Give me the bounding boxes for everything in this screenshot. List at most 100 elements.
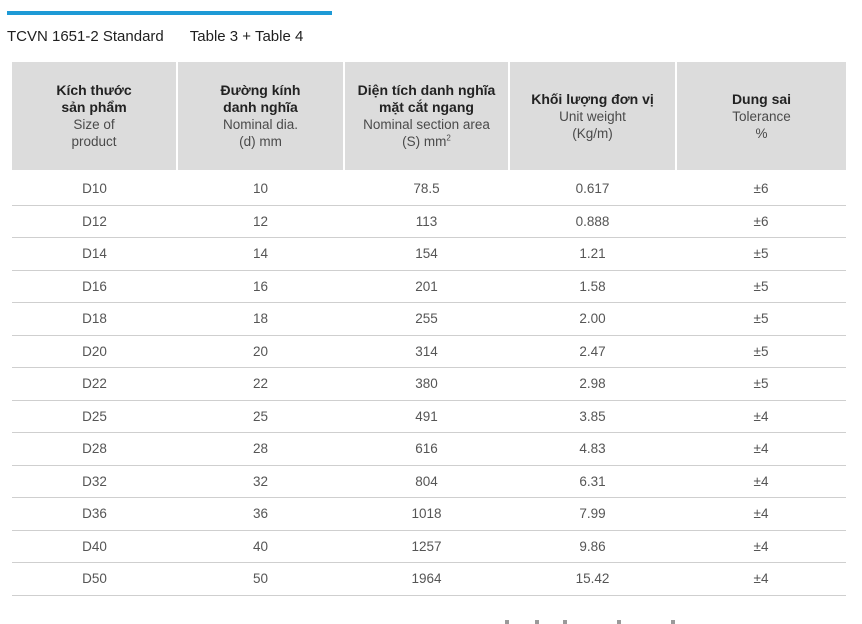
cell-size: D18 — [12, 302, 177, 336]
table-row: D18 18 255 2.00 ±5 — [12, 302, 846, 336]
cell-tolerance: ±6 — [676, 205, 846, 238]
table-row: D14 14 154 1.21 ±5 — [12, 237, 846, 271]
cell-tolerance: ±4 — [676, 400, 846, 433]
cell-tolerance: ±5 — [676, 302, 846, 336]
col-header-en: Nominal dia. — [222, 117, 299, 132]
cell-area: 804 — [344, 465, 509, 498]
table-row: D40 40 1257 9.86 ±4 — [12, 530, 846, 563]
col-header-tolerance: Dung sai Tolerance % — [676, 62, 846, 173]
cell-weight: 2.00 — [509, 302, 676, 336]
cell-area: 201 — [344, 270, 509, 303]
col-header-diameter: Đường kính danh nghĩa Nominal dia. (d) m… — [177, 62, 345, 173]
col-header-vi: Khối lượng đơn vị — [531, 90, 654, 107]
unit-text: (S) mm — [402, 134, 447, 149]
cell-area: 78.5 — [344, 171, 509, 206]
cell-area: 113 — [344, 205, 509, 238]
cell-size: D20 — [12, 335, 177, 368]
cell-weight: 9.86 — [509, 530, 676, 563]
col-header-vi: Diện tích danh nghĩa — [357, 82, 496, 98]
cell-area: 255 — [344, 302, 509, 336]
cell-weight: 6.31 — [509, 465, 676, 498]
col-header-en: % — [755, 125, 768, 141]
cell-weight: 7.99 — [509, 497, 676, 531]
cell-diameter: 12 — [177, 205, 344, 238]
col-header-weight: Khối lượng đơn vị Unit weight (Kg/m) — [509, 62, 677, 173]
cell-area: 1257 — [344, 530, 509, 563]
cell-diameter: 50 — [177, 562, 344, 596]
footer-cutoff-marks — [505, 620, 675, 624]
cell-size: D10 — [12, 171, 177, 206]
unit-superscript: 2 — [446, 133, 451, 143]
col-header-vi: Kích thước — [56, 82, 132, 98]
col-header-en: Size of — [73, 117, 115, 132]
table-row: D20 20 314 2.47 ±5 — [12, 335, 846, 368]
cell-weight: 2.98 — [509, 367, 676, 401]
cell-weight: 3.85 — [509, 400, 676, 433]
cell-diameter: 20 — [177, 335, 344, 368]
cell-area: 380 — [344, 367, 509, 401]
table-caption: TCVN 1651-2 Standard Table 3 + Table 4 — [7, 28, 303, 45]
col-header-en: Tolerance — [732, 108, 791, 124]
table-row: D10 10 78.5 0.617 ±6 — [12, 171, 846, 206]
spec-table: Kích thước sản phẩm Size of product Đườn… — [12, 62, 846, 596]
cell-tolerance: ±4 — [676, 465, 846, 498]
table-row: D16 16 201 1.58 ±5 — [12, 270, 846, 303]
col-header-vi: sản phẩm — [61, 99, 127, 115]
cell-tolerance: ±5 — [676, 237, 846, 271]
cell-size: D28 — [12, 432, 177, 466]
table-body: D10 10 78.5 0.617 ±6 D12 12 113 0.888 ±6 D14 14 154 1… — [12, 171, 846, 596]
cell-weight: 15.42 — [509, 562, 676, 596]
cell-weight: 2.47 — [509, 335, 676, 368]
cell-size: D12 — [12, 205, 177, 238]
cell-size: D36 — [12, 497, 177, 531]
table-row: D12 12 113 0.888 ±6 — [12, 205, 846, 238]
col-header-vi: Dung sai — [731, 90, 792, 107]
cell-weight: 1.21 — [509, 237, 676, 271]
col-header-vi: Đường kính — [220, 82, 301, 98]
cell-diameter: 28 — [177, 432, 344, 466]
cell-tolerance: ±4 — [676, 562, 846, 596]
cell-weight: 0.888 — [509, 205, 676, 238]
cell-diameter: 22 — [177, 367, 344, 401]
cell-size: D14 — [12, 237, 177, 271]
table-row: D28 28 616 4.83 ±4 — [12, 432, 846, 466]
cell-area: 616 — [344, 432, 509, 466]
cell-size: D40 — [12, 530, 177, 563]
table-header-row: Kích thước sản phẩm Size of product Đườn… — [12, 62, 846, 173]
col-header-en: product — [71, 134, 117, 149]
cell-tolerance: ±4 — [676, 530, 846, 563]
cell-tolerance: ±4 — [676, 497, 846, 531]
cell-diameter: 32 — [177, 465, 344, 498]
cell-area: 154 — [344, 237, 509, 271]
cell-area: 314 — [344, 335, 509, 368]
cell-tolerance: ±4 — [676, 432, 846, 466]
cell-tolerance: ±5 — [676, 367, 846, 401]
accent-bar — [7, 11, 332, 15]
table-row: D36 36 1018 7.99 ±4 — [12, 497, 846, 531]
cell-tolerance: ±6 — [676, 171, 846, 206]
cell-size: D22 — [12, 367, 177, 401]
col-header-vi: danh nghĩa — [223, 99, 298, 115]
cell-tolerance: ±5 — [676, 270, 846, 303]
standard-label: TCVN 1651-2 Standard — [7, 28, 164, 45]
cell-diameter: 40 — [177, 530, 344, 563]
cell-diameter: 14 — [177, 237, 344, 271]
cell-tolerance: ±5 — [676, 335, 846, 368]
col-header-en: Unit weight — [559, 108, 626, 124]
col-header-en: Nominal section area — [363, 117, 490, 132]
col-header-size: Kích thước sản phẩm Size of product — [12, 62, 178, 173]
cell-diameter: 10 — [177, 171, 344, 206]
cell-area: 1018 — [344, 497, 509, 531]
cell-size: D50 — [12, 562, 177, 596]
cell-weight: 0.617 — [509, 171, 676, 206]
cell-diameter: 25 — [177, 400, 344, 433]
table-row: D32 32 804 6.31 ±4 — [12, 465, 846, 498]
cell-size: D25 — [12, 400, 177, 433]
cell-weight: 1.58 — [509, 270, 676, 303]
cell-size: D32 — [12, 465, 177, 498]
table-row: D25 25 491 3.85 ±4 — [12, 400, 846, 433]
col-header-area: Diện tích danh nghĩa mặt cắt ngang Nomin… — [344, 62, 510, 173]
table-row: D50 50 1964 15.42 ±4 — [12, 562, 846, 596]
cell-area: 491 — [344, 400, 509, 433]
col-header-vi: mặt cắt ngang — [379, 99, 474, 115]
